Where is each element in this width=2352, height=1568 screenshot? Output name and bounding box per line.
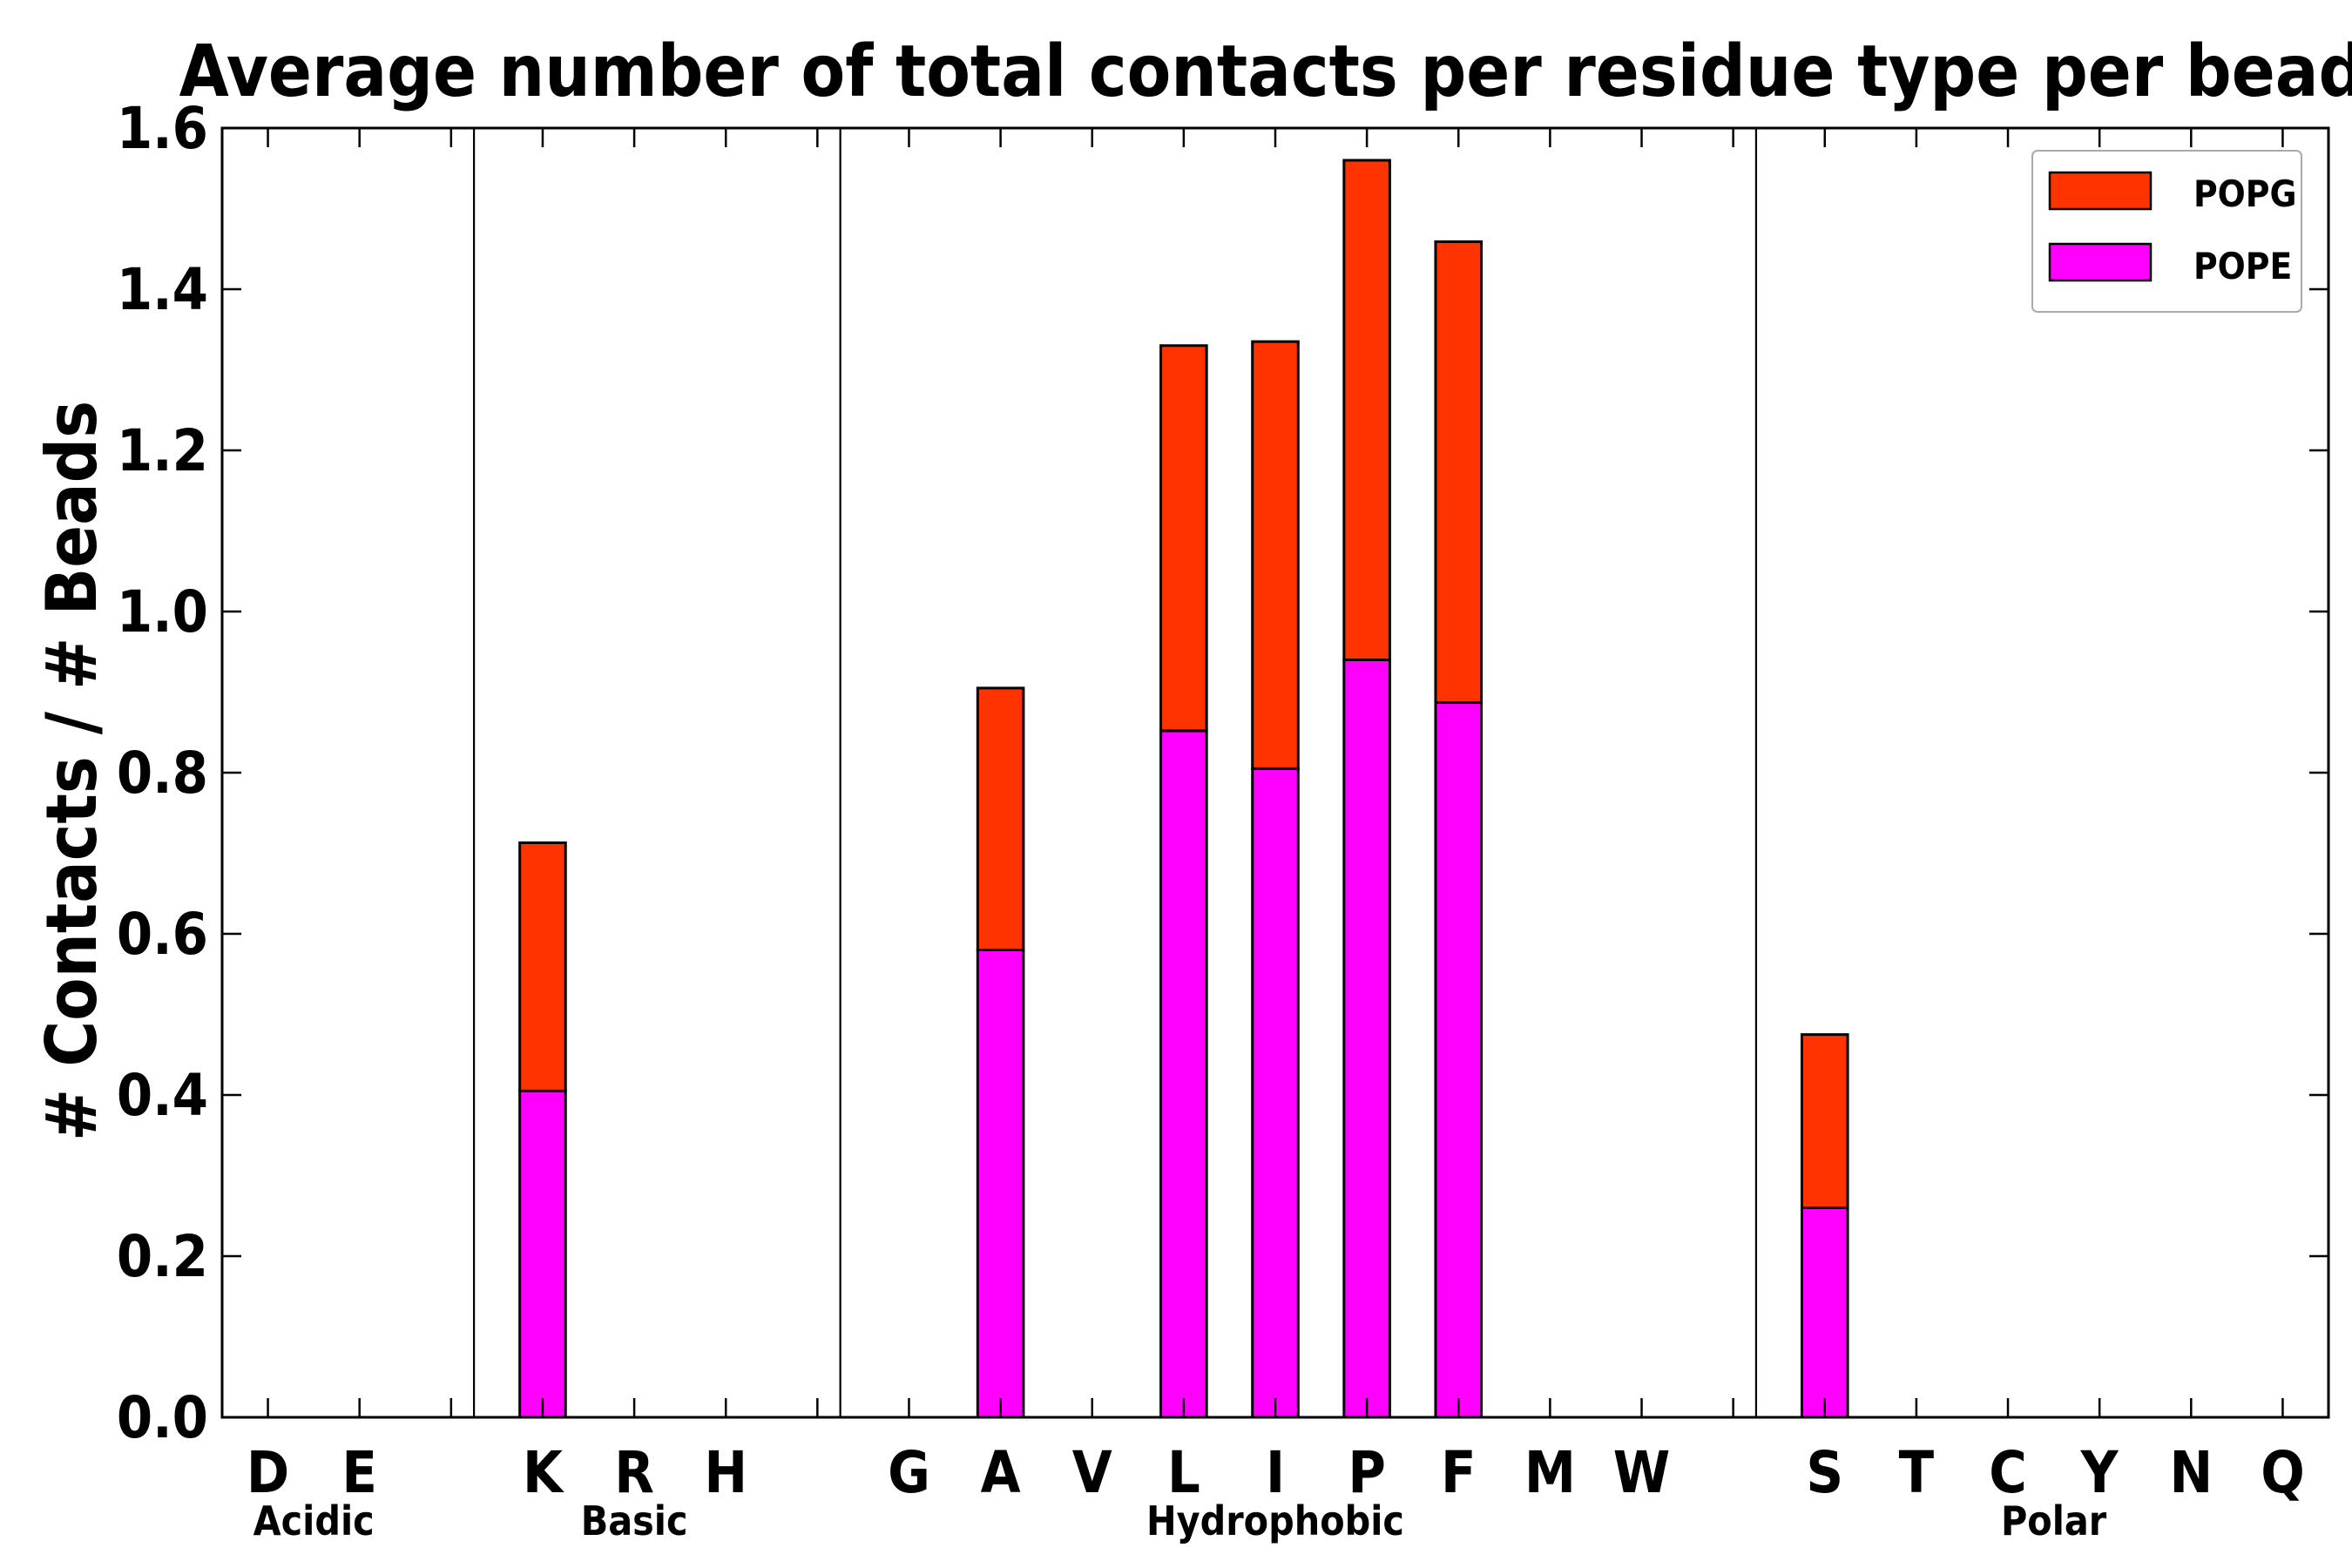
- xtick-label-R: R: [614, 1439, 654, 1506]
- ytick-label-3: 0.6: [117, 901, 208, 968]
- y-axis-label: # Contacts / # Beads: [31, 401, 112, 1141]
- xtick-label-K: K: [523, 1439, 564, 1506]
- bar-L-pope-10: [1159, 729, 1208, 1419]
- xtick-label-C: C: [1989, 1439, 2027, 1506]
- legend-label-pope: POPE: [2193, 245, 2292, 287]
- ytick-label-5: 1.0: [117, 578, 208, 645]
- ytick-label-8: 1.6: [117, 95, 208, 162]
- xtick-label-L: L: [1167, 1439, 1200, 1506]
- xtick-label-H: H: [704, 1439, 747, 1506]
- xtick-label-Q: Q: [2261, 1439, 2304, 1506]
- bar-L-popg-10: [1159, 344, 1208, 733]
- bar-P-pope-12: [1342, 659, 1391, 1419]
- group-label-polar: Polar: [2001, 1497, 2107, 1544]
- bar-S-popg-17: [1801, 1033, 1849, 1209]
- ytick-label-6: 1.2: [117, 417, 208, 484]
- plot-frame: [220, 126, 2330, 1419]
- xtick-label-A: A: [981, 1439, 1021, 1506]
- xtick-label-F: F: [1441, 1439, 1477, 1506]
- xtick-label-T: T: [1899, 1439, 1935, 1506]
- legend: POPG POPE: [2031, 150, 2302, 313]
- xtick-label-V: V: [1072, 1439, 1112, 1506]
- bar-K-pope-3: [518, 1089, 567, 1419]
- group-separators: [473, 128, 1758, 1417]
- xtick-label-N: N: [2169, 1439, 2213, 1506]
- ytick-label-2: 0.4: [117, 1062, 208, 1129]
- xtick-label-W: W: [1613, 1439, 1671, 1506]
- xtick-label-D: D: [247, 1439, 289, 1506]
- xtick-label-P: P: [1348, 1439, 1386, 1506]
- ytick-label-0: 0.0: [117, 1384, 208, 1451]
- bar-I-pope-11: [1251, 767, 1300, 1419]
- bar-P-popg-12: [1342, 159, 1391, 661]
- bar-S-pope-17: [1801, 1206, 1849, 1419]
- xtick-label-G: G: [888, 1439, 930, 1506]
- group-label-basic: Basic: [581, 1497, 688, 1544]
- xtick-label-S: S: [1806, 1439, 1843, 1506]
- bar-I-popg-11: [1251, 340, 1300, 770]
- legend-label-popg: POPG: [2193, 172, 2297, 215]
- xtick-label-I: I: [1266, 1439, 1285, 1506]
- chart-title: Average number of total contacts per res…: [179, 30, 2352, 113]
- y-ticks: 0.0 0.2 0.4 0.6 0.8 1.0 1.2 1.4 1.6: [117, 95, 2328, 1451]
- group-label-acidic: Acidic: [253, 1497, 375, 1544]
- bar-K-popg-3: [518, 841, 567, 1092]
- xtick-label-E: E: [341, 1439, 377, 1506]
- xtick-label-M: M: [1524, 1439, 1576, 1506]
- bar-A-pope-8: [976, 949, 1025, 1419]
- bar-F-popg-13: [1434, 240, 1484, 705]
- bar-F-pope-13: [1434, 701, 1484, 1419]
- xtick-label-Y: Y: [2080, 1439, 2119, 1506]
- group-labels: Acidic Basic Hydrophobic Polar: [253, 1497, 2107, 1544]
- ytick-label-1: 0.2: [117, 1223, 208, 1290]
- bar-A-popg-8: [976, 686, 1025, 951]
- ytick-label-7: 1.4: [117, 256, 208, 323]
- bars: [518, 159, 1849, 1419]
- ytick-label-4: 0.8: [117, 740, 208, 807]
- group-label-hydrophobic: Hydrophobic: [1146, 1497, 1404, 1544]
- legend-swatch-popg: [2048, 171, 2153, 211]
- legend-swatch-pope: [2048, 242, 2153, 282]
